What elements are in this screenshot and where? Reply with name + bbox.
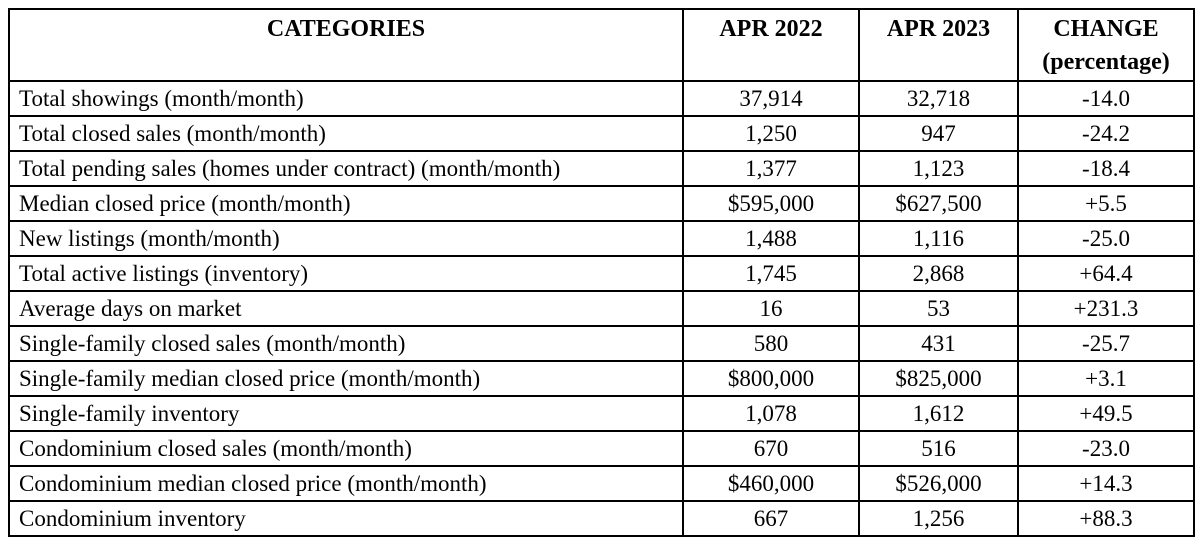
category-cell: Median closed price (month/month) [8, 185, 684, 222]
change-cell: -24.2 [1017, 115, 1195, 152]
apr-2022-cell: 1,078 [682, 395, 860, 432]
change-cell: +14.3 [1017, 465, 1195, 502]
apr-2023-cell: $627,500 [858, 185, 1019, 222]
apr-2022-cell: 1,488 [682, 220, 860, 257]
table-body: Total showings (month/month) 37,914 32,718… [8, 80, 1195, 537]
table-row: Condominium median closed price (month/m… [8, 465, 1195, 502]
apr-2023-cell: $526,000 [858, 465, 1019, 502]
table-row: Median closed price (month/month) $595,00… [8, 185, 1195, 222]
change-cell: -23.0 [1017, 430, 1195, 467]
apr-2023-cell: 1,123 [858, 150, 1019, 187]
apr-2022-cell: 1,745 [682, 255, 860, 292]
table-row: Total active listings (inventory) 1,745 2,… [8, 255, 1195, 292]
category-cell: Condominium closed sales (month/month) [8, 430, 684, 467]
apr-2023-cell: 947 [858, 115, 1019, 152]
apr-2022-cell: 580 [682, 325, 860, 362]
change-cell: -25.7 [1017, 325, 1195, 362]
category-cell: Average days on market [8, 290, 684, 327]
apr-2022-cell: $460,000 [682, 465, 860, 502]
apr-2023-cell: 1,256 [858, 500, 1019, 537]
apr-2022-cell: $800,000 [682, 360, 860, 397]
apr-2023-cell: 1,116 [858, 220, 1019, 257]
column-header-change: CHANGE (percentage) [1017, 8, 1195, 82]
market-stats-table: CATEGORIES APR 2022 APR 2023 CHANGE (per… [8, 8, 1195, 537]
apr-2023-cell: 431 [858, 325, 1019, 362]
apr-2023-cell: 2,868 [858, 255, 1019, 292]
apr-2022-cell: 1,250 [682, 115, 860, 152]
table-row: Single-family inventory 1,078 1,612 +49.5 [8, 395, 1195, 432]
category-cell: Total showings (month/month) [8, 80, 684, 117]
table-header: CATEGORIES APR 2022 APR 2023 CHANGE (per… [8, 8, 1195, 82]
table-row: Single-family median closed price (month… [8, 360, 1195, 397]
apr-2022-cell: 667 [682, 500, 860, 537]
table-row: Total showings (month/month) 37,914 32,718… [8, 80, 1195, 117]
table-row: Condominium closed sales (month/month) 67… [8, 430, 1195, 467]
apr-2022-cell: 16 [682, 290, 860, 327]
change-cell: +64.4 [1017, 255, 1195, 292]
change-cell: -14.0 [1017, 80, 1195, 117]
header-row: CATEGORIES APR 2022 APR 2023 CHANGE (per… [8, 8, 1195, 82]
column-header-apr-2023-label: APR 2023 [886, 16, 991, 42]
apr-2023-cell: 1,612 [858, 395, 1019, 432]
table-row: Average days on market 16 53 +231.3 [8, 290, 1195, 327]
apr-2022-cell: $595,000 [682, 185, 860, 222]
change-cell: +3.1 [1017, 360, 1195, 397]
category-cell: Single-family inventory [8, 395, 684, 432]
apr-2022-cell: 1,377 [682, 150, 860, 187]
apr-2023-cell: 53 [858, 290, 1019, 327]
table-row: Condominium inventory 667 1,256 +88.3 [8, 500, 1195, 537]
change-cell: +88.3 [1017, 500, 1195, 537]
apr-2023-cell: $825,000 [858, 360, 1019, 397]
change-cell: -25.0 [1017, 220, 1195, 257]
column-header-apr-2022: APR 2022 [682, 8, 860, 82]
column-header-change-sublabel: (percentage) [1042, 49, 1170, 75]
category-cell: Single-family median closed price (month… [8, 360, 684, 397]
category-cell: Total active listings (inventory) [8, 255, 684, 292]
category-cell: Total pending sales (homes under contrac… [8, 150, 684, 187]
apr-2022-cell: 37,914 [682, 80, 860, 117]
table-row: New listings (month/month) 1,488 1,116 -25.… [8, 220, 1195, 257]
category-cell: Total closed sales (month/month) [8, 115, 684, 152]
apr-2023-cell: 32,718 [858, 80, 1019, 117]
column-header-change-label: CHANGE [1053, 16, 1159, 42]
column-header-apr-2023: APR 2023 [858, 8, 1019, 82]
table-row: Total closed sales (month/month) 1,250 947… [8, 115, 1195, 152]
table-row: Single-family closed sales (month/month)… [8, 325, 1195, 362]
category-cell: Condominium median closed price (month/m… [8, 465, 684, 502]
category-cell: Single-family closed sales (month/month) [8, 325, 684, 362]
change-cell: +49.5 [1017, 395, 1195, 432]
change-cell: +231.3 [1017, 290, 1195, 327]
column-header-apr-2022-label: APR 2022 [719, 16, 823, 42]
category-cell: Condominium inventory [8, 500, 684, 537]
column-header-categories-label: CATEGORIES [266, 16, 426, 42]
change-cell: -18.4 [1017, 150, 1195, 187]
column-header-categories: CATEGORIES [8, 8, 684, 82]
category-cell: New listings (month/month) [8, 220, 684, 257]
table-row: Total pending sales (homes under contrac… [8, 150, 1195, 187]
apr-2023-cell: 516 [858, 430, 1019, 467]
change-cell: +5.5 [1017, 185, 1195, 222]
apr-2022-cell: 670 [682, 430, 860, 467]
